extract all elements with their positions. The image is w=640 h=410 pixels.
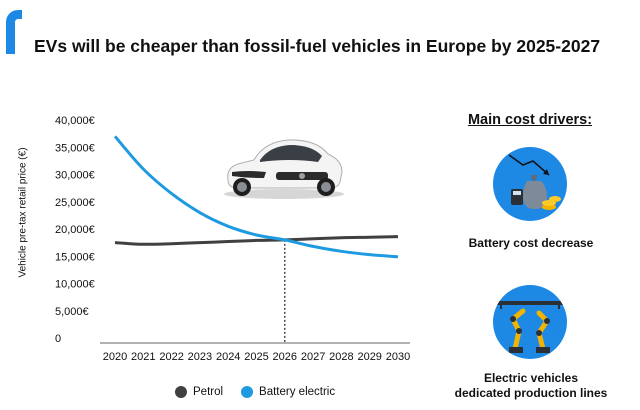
x-tick-label: 2025 bbox=[244, 351, 268, 363]
x-tick-label: 2026 bbox=[273, 351, 297, 363]
battery-cost-icon bbox=[493, 147, 567, 221]
legend-swatch-battery-electric bbox=[241, 386, 254, 398]
x-tick-label: 2021 bbox=[131, 351, 155, 363]
legend-item-battery-electric: Battery electric bbox=[241, 386, 335, 398]
x-tick-label: 2023 bbox=[188, 351, 212, 363]
page-title: EVs will be cheaper than fossil-fuel veh… bbox=[34, 36, 601, 56]
driver-label-battery-cost: Battery cost decrease bbox=[468, 236, 594, 250]
x-tick-label: 2030 bbox=[386, 351, 410, 363]
driver-label-line1: Electric vehicles bbox=[483, 371, 579, 385]
x-axis-ticks: 2020 2021 2022 2023 2024 2025 2026 2027 2028 2029… bbox=[103, 351, 410, 363]
legend-item-petrol: Petrol bbox=[175, 386, 223, 398]
x-tick-label: 2020 bbox=[103, 351, 127, 363]
y-tick-label: 40,000€ bbox=[55, 115, 95, 127]
y-tick-label: 20,000€ bbox=[55, 224, 95, 236]
robotic-arms-icon bbox=[493, 285, 567, 359]
legend-label-petrol: Petrol bbox=[193, 386, 224, 398]
x-tick-label: 2022 bbox=[159, 351, 183, 363]
x-tick-label: 2029 bbox=[357, 351, 381, 363]
y-tick-label: 10,000€ bbox=[55, 279, 95, 291]
car-icon bbox=[224, 139, 344, 199]
series-line-petrol bbox=[114, 235, 399, 246]
corner-accent bbox=[6, 10, 22, 54]
y-tick-label: 35,000€ bbox=[55, 142, 95, 154]
series-line-battery-electric bbox=[113, 135, 399, 259]
driver-label-production-lines: Electric vehicles dedicated production l… bbox=[436, 371, 626, 401]
x-tick-label: 2028 bbox=[329, 351, 353, 363]
y-axis-label: Vehicle pre-tax retail price (€) bbox=[17, 147, 29, 278]
x-tick-label: 2024 bbox=[216, 351, 240, 363]
chart-legend: Petrol Battery electric bbox=[175, 386, 345, 398]
legend-swatch-petrol bbox=[175, 386, 187, 398]
drivers-title: Main cost drivers: bbox=[467, 112, 593, 128]
y-tick-label: 5,000€ bbox=[55, 306, 89, 318]
y-tick-label: 25,000€ bbox=[55, 197, 95, 209]
legend-label-battery-electric: Battery electric bbox=[259, 386, 336, 398]
y-tick-label: 15,000€ bbox=[55, 251, 95, 263]
driver-label-line2: dedicated production lines bbox=[454, 386, 608, 400]
y-axis-ticks: 0 5,000€ 10,000€ 15,000€ 20,000€ 25,000€ 30,00… bbox=[55, 115, 95, 345]
y-tick-label: 0 bbox=[55, 333, 61, 345]
y-tick-label: 30,000€ bbox=[55, 170, 95, 182]
x-tick-label: 2027 bbox=[301, 351, 325, 363]
